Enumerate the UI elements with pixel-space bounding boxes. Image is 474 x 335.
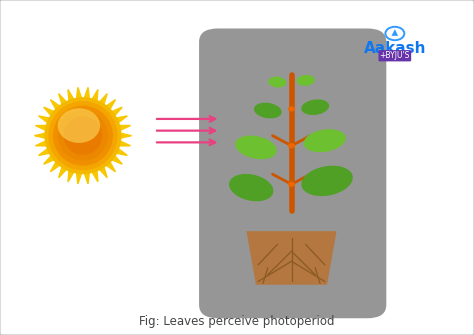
Polygon shape [35,87,131,184]
Ellipse shape [45,97,121,174]
Ellipse shape [303,129,346,152]
Ellipse shape [235,136,277,159]
Polygon shape [392,29,398,36]
Ellipse shape [229,174,273,201]
Ellipse shape [53,106,113,166]
Polygon shape [246,231,337,285]
Text: Fig: Leaves perceive photoperiod: Fig: Leaves perceive photoperiod [139,315,335,328]
Ellipse shape [58,108,100,143]
Ellipse shape [288,106,295,112]
Ellipse shape [58,111,108,161]
Ellipse shape [301,99,329,115]
Ellipse shape [301,166,353,196]
FancyBboxPatch shape [199,28,386,318]
Ellipse shape [288,143,295,148]
Ellipse shape [48,101,118,171]
Text: +BYJU'S: +BYJU'S [380,51,410,60]
Ellipse shape [268,77,286,87]
Ellipse shape [288,182,295,187]
Text: Aakash: Aakash [364,41,426,56]
Ellipse shape [254,103,282,119]
Ellipse shape [297,75,315,86]
Ellipse shape [64,117,102,155]
